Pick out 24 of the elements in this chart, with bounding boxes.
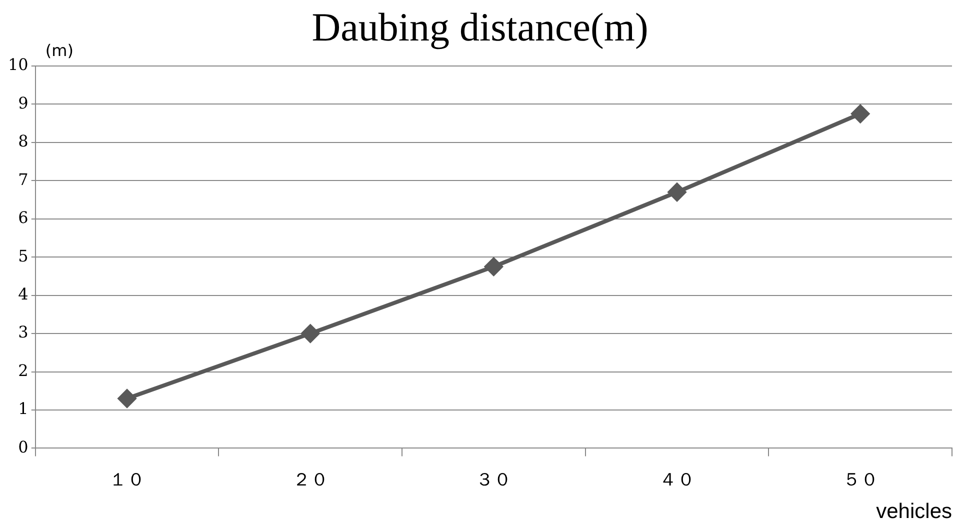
point bbox=[484, 258, 503, 276]
y-tick-label: 9 bbox=[18, 93, 28, 112]
y-tick-label: 3 bbox=[18, 322, 28, 342]
chart-title: Daubing distance(m) bbox=[312, 4, 648, 50]
x-tick-label: ４０ bbox=[659, 470, 696, 491]
y-tick-label: 1 bbox=[18, 399, 28, 418]
x-axis-title: vehicles bbox=[876, 500, 952, 524]
point bbox=[851, 104, 870, 123]
y-tick-label: 2 bbox=[18, 360, 28, 380]
y-tick-label: 5 bbox=[18, 246, 28, 266]
point bbox=[118, 390, 136, 408]
y-tick-label: 0 bbox=[18, 437, 28, 456]
y-tick-label: 8 bbox=[18, 132, 28, 151]
x-tick-label: ２０ bbox=[292, 470, 328, 491]
x-tick-label: ３０ bbox=[476, 470, 512, 491]
x-tick-label: １０ bbox=[109, 470, 146, 491]
point bbox=[301, 324, 320, 343]
point bbox=[668, 183, 686, 202]
y-tick-label: 10 bbox=[8, 55, 28, 74]
y-tick-label: 4 bbox=[18, 284, 28, 304]
x-tick-label: ５０ bbox=[842, 470, 878, 491]
y-axis-title: (m) bbox=[45, 41, 74, 60]
y-tick-label: 6 bbox=[18, 208, 28, 228]
y-tick-label: 7 bbox=[18, 170, 28, 189]
